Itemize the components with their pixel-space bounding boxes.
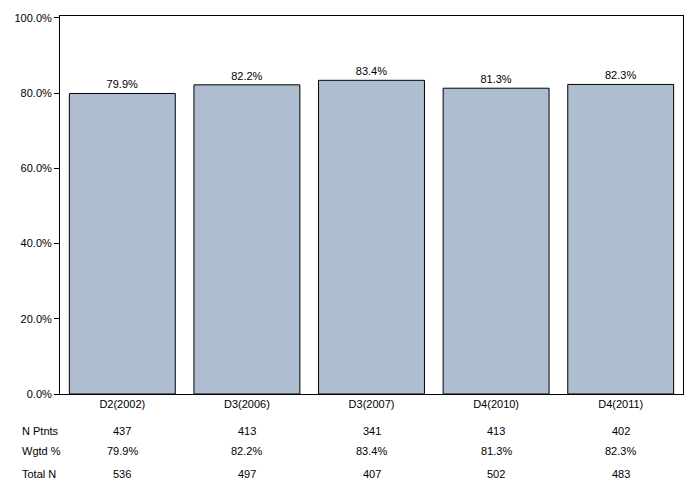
- svg-text:40.0%: 40.0%: [21, 237, 52, 249]
- svg-text:60.0%: 60.0%: [21, 162, 52, 174]
- svg-text:437: 437: [113, 425, 131, 437]
- svg-text:20.0%: 20.0%: [21, 313, 52, 325]
- svg-text:D4(2010): D4(2010): [473, 398, 519, 410]
- svg-text:D4(2011): D4(2011): [598, 398, 643, 410]
- svg-text:413: 413: [238, 425, 256, 437]
- svg-text:79.9%: 79.9%: [107, 445, 138, 457]
- svg-text:0.0%: 0.0%: [27, 388, 52, 400]
- svg-text:502: 502: [487, 468, 505, 480]
- svg-text:536: 536: [113, 468, 131, 480]
- svg-text:341: 341: [363, 425, 381, 437]
- svg-text:D3(2006): D3(2006): [224, 398, 270, 410]
- svg-text:Total N: Total N: [22, 468, 56, 480]
- svg-text:83.4%: 83.4%: [356, 445, 387, 457]
- svg-text:81.3%: 81.3%: [481, 445, 512, 457]
- svg-text:Wgtd %: Wgtd %: [22, 445, 61, 457]
- svg-text:483: 483: [612, 468, 630, 480]
- svg-text:79.9%: 79.9%: [107, 78, 138, 90]
- svg-text:D2(2002): D2(2002): [99, 398, 145, 410]
- svg-text:81.3%: 81.3%: [480, 73, 511, 85]
- svg-text:100.0%: 100.0%: [14, 12, 52, 24]
- svg-text:D3(2007): D3(2007): [349, 398, 395, 410]
- svg-text:82.3%: 82.3%: [605, 69, 636, 81]
- svg-text:82.2%: 82.2%: [231, 445, 262, 457]
- svg-text:82.3%: 82.3%: [605, 445, 636, 457]
- svg-text:N Ptnts: N Ptnts: [22, 425, 59, 437]
- svg-text:80.0%: 80.0%: [21, 87, 52, 99]
- svg-text:407: 407: [363, 468, 381, 480]
- svg-text:402: 402: [612, 425, 630, 437]
- svg-text:497: 497: [238, 468, 256, 480]
- svg-text:413: 413: [487, 425, 505, 437]
- svg-text:83.4%: 83.4%: [356, 65, 387, 77]
- svg-text:82.2%: 82.2%: [231, 70, 262, 82]
